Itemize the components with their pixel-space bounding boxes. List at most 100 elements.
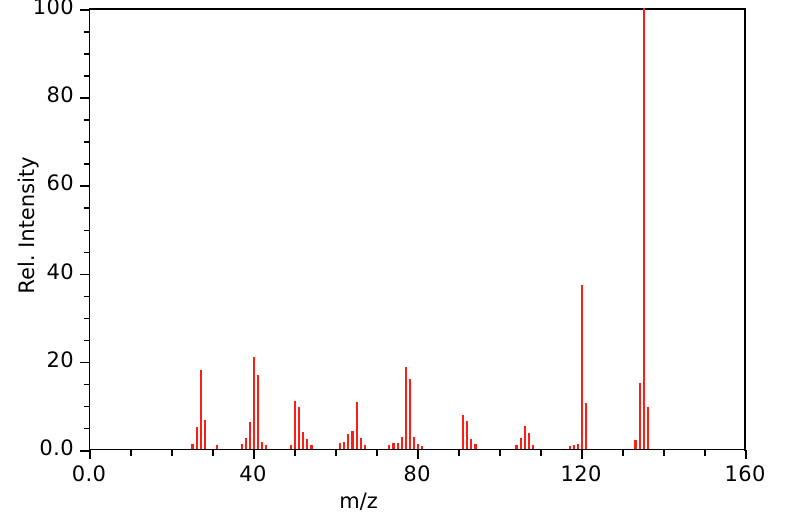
x-axis-minor-tick (294, 450, 296, 456)
y-axis-minor-tick (83, 75, 89, 77)
y-axis-minor-tick (83, 229, 89, 231)
y-axis-tick-label: 0.0 (39, 436, 74, 460)
spectrum-peak (306, 438, 309, 449)
x-axis-tick-label: 40 (239, 462, 267, 486)
spectrum-peak (417, 443, 420, 449)
y-axis-tick-label: 40 (46, 259, 74, 284)
x-axis-tick-label: 120 (560, 462, 602, 486)
spectrum-peak (523, 425, 526, 449)
spectrum-peak (527, 433, 530, 449)
y-axis-minor-tick (83, 295, 89, 298)
spectrum-peak (347, 434, 350, 449)
y-axis-minor-tick (83, 141, 89, 143)
spectrum-peak (642, 8, 645, 449)
spectrum-peak (400, 437, 403, 449)
spectrum-peak (404, 367, 407, 449)
x-axis-minor-tick (704, 450, 706, 456)
spectrum-peak (355, 402, 358, 449)
x-axis-major-tick (581, 450, 583, 459)
spectrum-peak (298, 406, 301, 449)
spectrum-peak (515, 444, 518, 449)
x-axis-minor-tick (499, 450, 501, 456)
plot-top-spine (89, 8, 746, 10)
spectrum-peak (585, 403, 588, 449)
y-axis-tick-labels: 0.0 20 40 60 80 100 (0, 0, 74, 516)
spectrum-peak (634, 439, 637, 449)
spectrum-peak (216, 445, 219, 449)
spectrum-peak (466, 421, 469, 449)
x-axis-minor-tick (335, 450, 337, 456)
spectrum-peak (412, 436, 416, 449)
spectrum-peak (474, 444, 477, 449)
x-axis-minor-tick (130, 450, 132, 456)
spectrum-peak (470, 439, 473, 449)
x-axis-major-tick (89, 450, 91, 459)
spectrum-peak (363, 444, 366, 449)
spectrum-peak (265, 445, 268, 449)
y-axis-minor-tick (83, 251, 89, 254)
x-axis-title: m/z (0, 489, 799, 513)
spectrum-peak (343, 441, 346, 449)
spectrum-peak (577, 443, 580, 449)
y-axis-minor-tick (83, 383, 89, 386)
y-axis-major-tick (80, 361, 89, 364)
spectrum-peak (310, 445, 313, 449)
spectrum-peak (199, 369, 202, 449)
y-axis-major-tick (80, 273, 89, 276)
y-axis-major-tick (80, 185, 89, 187)
x-axis-minor-tick (458, 450, 460, 456)
spectrum-peak (572, 445, 575, 449)
y-axis-minor-tick (83, 31, 89, 33)
y-axis-major-tick (80, 450, 89, 452)
spectrum-peak (302, 432, 305, 449)
spectrum-peak (248, 421, 251, 449)
x-axis-major-tick (745, 450, 747, 459)
y-axis-minor-tick (83, 317, 89, 320)
spectrum-peak (359, 437, 362, 449)
spectrum-peak (646, 406, 649, 449)
spectrum-peak (568, 446, 571, 449)
spectrum-peak (244, 437, 247, 449)
spectrum-data-layer (90, 8, 745, 449)
spectrum-peak (531, 445, 534, 449)
spectrum-peak (203, 420, 206, 449)
x-axis-minor-tick (212, 450, 214, 456)
x-axis-major-tick (253, 450, 255, 459)
spectrum-peak (519, 438, 522, 449)
y-axis-major-tick (80, 9, 89, 11)
x-axis-tick-label: 0.0 (71, 462, 107, 486)
y-axis-minor-tick (83, 119, 89, 121)
spectrum-peak (388, 445, 391, 449)
spectrum-peak (294, 400, 297, 449)
spectrum-peak (339, 442, 342, 449)
y-axis-minor-tick (83, 53, 89, 55)
y-axis-minor-tick (83, 163, 89, 165)
spectrum-peak (195, 426, 198, 449)
spectrum-peak (581, 284, 584, 449)
plot-area (89, 8, 745, 450)
y-axis-minor-tick (83, 405, 89, 408)
x-axis-tick-label: 80 (403, 462, 431, 486)
spectrum-peak (421, 446, 424, 449)
y-axis-minor-tick (83, 207, 89, 209)
spectrum-peak (462, 414, 465, 449)
x-axis-minor-tick (622, 450, 624, 456)
x-axis-major-tick (417, 450, 419, 459)
spectrum-peak (253, 357, 256, 449)
spectrum-peak (191, 444, 194, 449)
x-axis-tick-label: 160 (724, 462, 766, 486)
y-axis-tick-label: 20 (46, 347, 74, 372)
y-axis-major-tick (80, 97, 89, 99)
spectrum-peak (240, 443, 243, 449)
x-axis-minor-tick (376, 450, 378, 456)
x-axis-title-text: m/z (339, 489, 378, 513)
y-axis-title: Rel. Intensity (15, 156, 39, 294)
spectrum-peak (408, 378, 411, 449)
spectrum-peak (257, 374, 260, 449)
x-axis-minor-tick (171, 450, 173, 456)
spectrum-peak (638, 383, 641, 449)
spectrum-peak (396, 443, 399, 449)
y-axis-tick-label: 100 (32, 0, 74, 19)
y-axis-tick-label: 80 (46, 83, 74, 108)
